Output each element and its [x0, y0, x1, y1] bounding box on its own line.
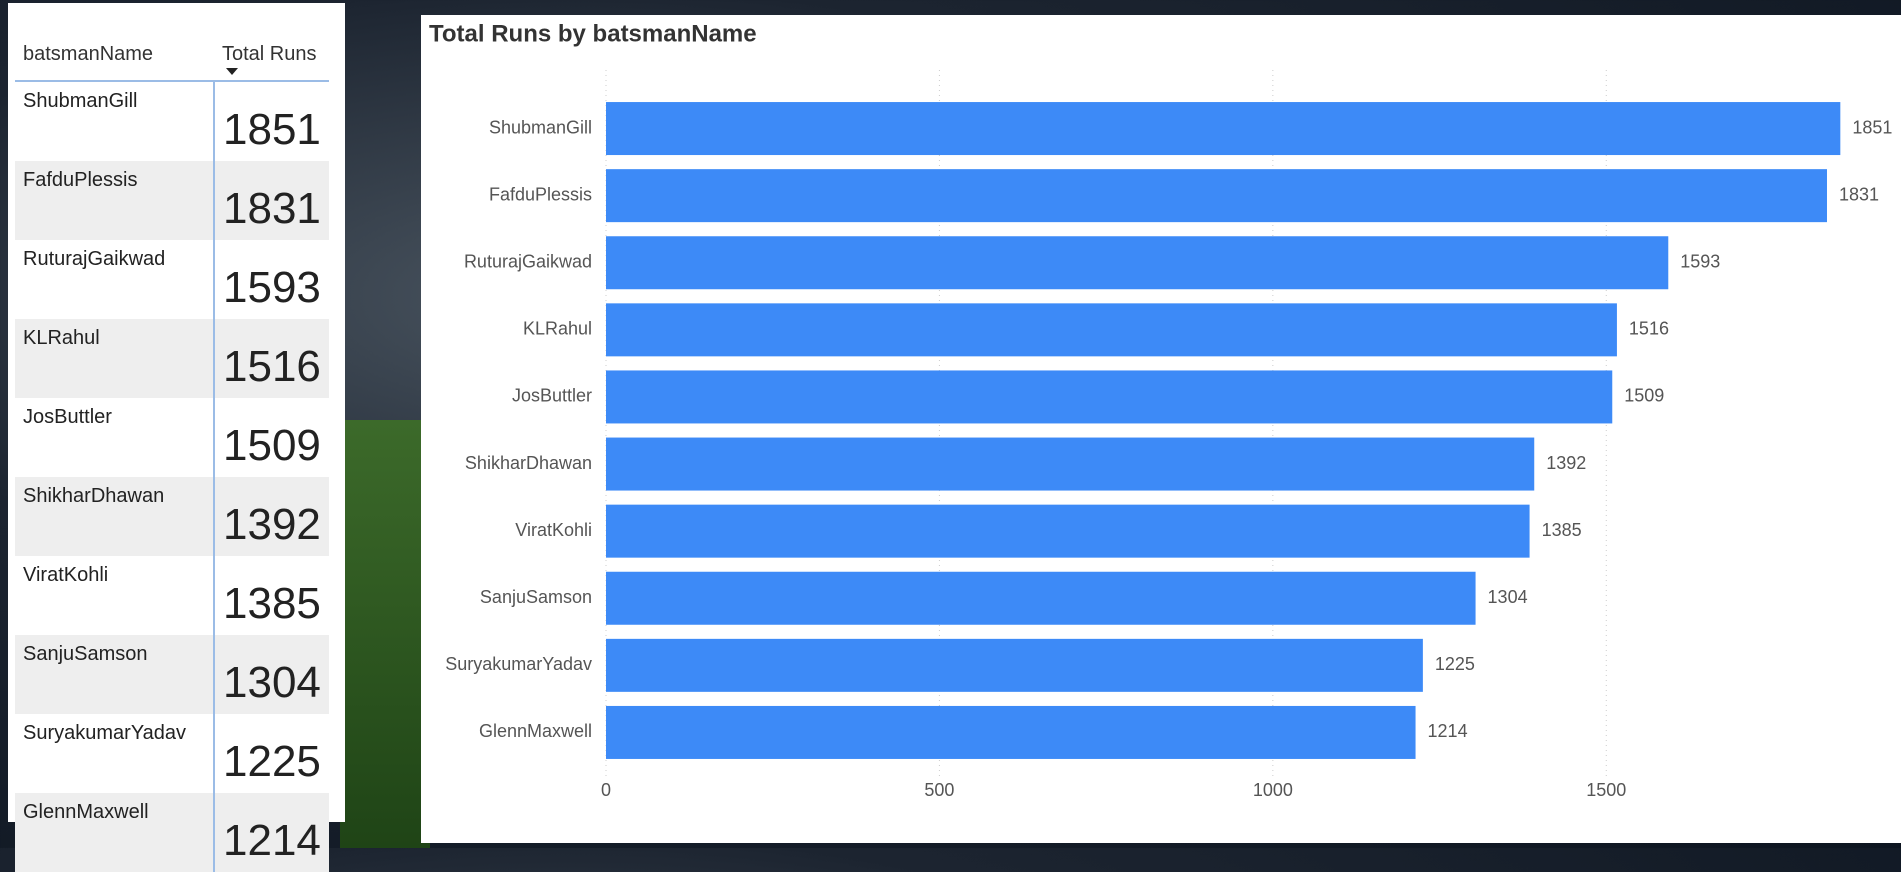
name-cell: JosButtler — [15, 398, 215, 477]
bar — [606, 169, 1827, 223]
y-tick-label: FafduPlessis — [489, 184, 592, 204]
background-field — [340, 420, 430, 848]
table-row: SanjuSamson 1304 — [15, 635, 329, 714]
name-cell: ViratKohli — [15, 556, 215, 635]
runs-cell: 1214 — [214, 793, 329, 872]
y-tick-label: SanjuSamson — [480, 587, 592, 607]
data-label: 1851 — [1852, 117, 1892, 137]
table-row: JosButtler 1509 — [15, 398, 329, 477]
column-header-text: Total Runs — [222, 42, 317, 65]
table-row: GlennMaxwell 1214 — [15, 793, 329, 872]
data-label: 1214 — [1428, 721, 1468, 741]
x-tick-label: 1500 — [1586, 780, 1626, 800]
data-label: 1509 — [1624, 386, 1664, 406]
y-tick-label: ShubmanGill — [489, 117, 592, 137]
runs-cell: 1392 — [214, 477, 329, 556]
column-header[interactable]: Total Runs — [214, 28, 329, 82]
table-row: ShikharDhawan 1392 — [15, 477, 329, 556]
x-tick-label: 500 — [924, 780, 954, 800]
runs-cell: 1851 — [223, 105, 321, 154]
name-cell: FafduPlessis — [15, 161, 215, 240]
bar — [606, 236, 1669, 290]
runs-cell: 1831 — [214, 161, 329, 240]
data-label: 1831 — [1839, 184, 1879, 204]
bar — [606, 571, 1476, 625]
y-tick-label: SuryakumarYadav — [445, 654, 592, 674]
runs-cell: 1304 — [214, 635, 329, 714]
y-tick-label: GlennMaxwell — [479, 721, 592, 741]
chart: Total Runs by batsmanName 0 500 1000 1500 Sh… — [421, 15, 1901, 843]
y-tick-label: ViratKohli — [515, 520, 592, 540]
column-header[interactable]: batsmanName — [15, 28, 214, 82]
table-panel: batsmanName Total Runs ShubmanGill 1851 Fa… — [8, 3, 345, 872]
data-label: 1392 — [1546, 453, 1586, 473]
table-row: SuryakumarYadav 1225 — [15, 714, 329, 793]
table-row: KLRahul 1516 — [15, 319, 329, 398]
table-row: ViratKohli 1385 — [15, 556, 329, 635]
chart-title: Total Runs by batsmanName — [429, 20, 757, 47]
sort-arrow — [226, 68, 238, 75]
data-label: 1385 — [1542, 520, 1582, 540]
table-row: FafduPlessis 1831 — [15, 161, 329, 240]
name-cell: KLRahul — [15, 319, 215, 398]
runs-cell: 1509 — [223, 421, 321, 470]
y-tick-label: JosButtler — [512, 386, 592, 406]
bar — [606, 705, 1416, 759]
data-label: 1593 — [1680, 252, 1720, 272]
data-label: 1516 — [1629, 319, 1669, 339]
name-cell: ShubmanGill — [15, 81, 215, 161]
name-cell: SanjuSamson — [15, 635, 215, 714]
bar — [606, 638, 1423, 692]
runs-cell: 1516 — [214, 319, 329, 398]
bar — [606, 102, 1841, 156]
y-tick-label: ShikharDhawan — [465, 453, 592, 473]
y-tick-label: RuturajGaikwad — [464, 252, 592, 272]
y-tick-label: KLRahul — [523, 319, 592, 339]
name-cell: SuryakumarYadav — [15, 714, 215, 793]
table-row: ShubmanGill 1851 — [15, 81, 329, 161]
x-tick-label: 1000 — [1253, 780, 1293, 800]
bar — [606, 437, 1535, 491]
x-tick-label: 0 — [601, 780, 611, 800]
data-label: 1304 — [1488, 587, 1528, 607]
name-cell: RuturajGaikwad — [15, 240, 215, 319]
data-label: 1225 — [1435, 654, 1475, 674]
bar — [606, 303, 1617, 357]
bar — [606, 504, 1530, 558]
runs-cell: 1593 — [223, 263, 321, 312]
name-cell: ShikharDhawan — [15, 477, 215, 556]
table-row: RuturajGaikwad 1593 — [15, 240, 329, 319]
table: batsmanName Total Runs ShubmanGill 1851 Fa… — [15, 28, 329, 872]
runs-cell: 1225 — [223, 737, 321, 786]
runs-cell: 1385 — [223, 579, 321, 628]
bar — [606, 370, 1613, 424]
name-cell: GlennMaxwell — [15, 793, 215, 872]
